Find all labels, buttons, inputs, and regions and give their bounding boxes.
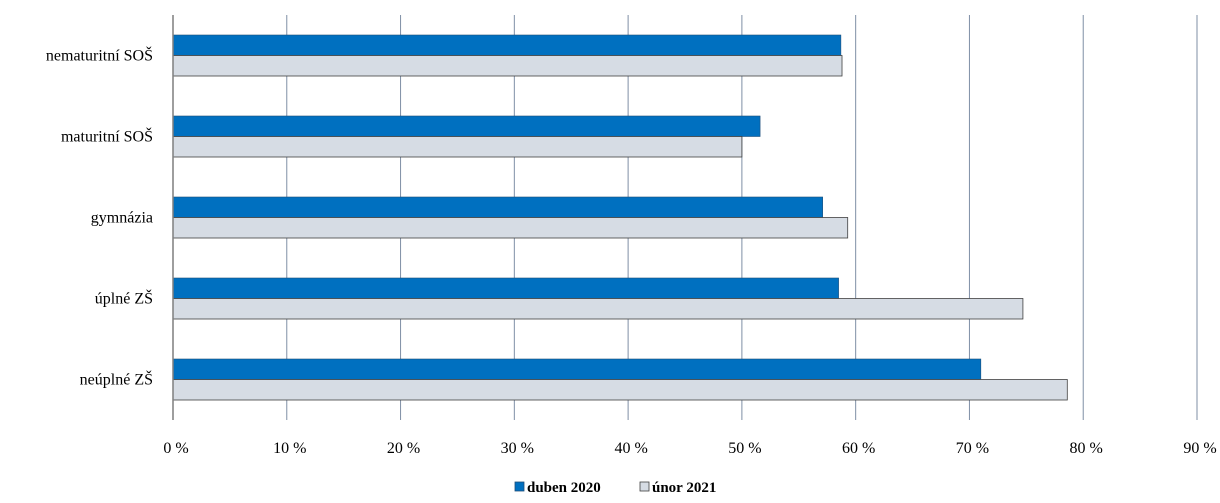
legend-label: únor 2021 — [652, 480, 716, 496]
legend-label: duben 2020 — [527, 480, 601, 496]
x-tick-label: 40 % — [614, 440, 647, 457]
bar-unor-2021-2 — [172, 217, 849, 239]
bar-duben-2020-2 — [172, 196, 823, 218]
x-tick-label: 10 % — [273, 440, 306, 457]
bar-unor-2021-1 — [172, 136, 743, 158]
bar-unor-2021-4 — [172, 379, 1068, 401]
category-label: neúplné ZŠ — [80, 370, 153, 389]
category-label: maturitní SOŠ — [61, 127, 153, 146]
tick-labels: 0 % 10 % 20 % 30 % 40 % 50 % 60 % 70 % 80 % 90 % — [163, 440, 1216, 457]
x-tick-label: 30 % — [501, 440, 534, 457]
x-tick-label: 70 % — [956, 440, 989, 457]
x-tick-label: 20 % — [387, 440, 420, 457]
bar-duben-2020-4 — [172, 358, 982, 380]
category-label: nematuritní SOŠ — [46, 46, 153, 65]
category-label: úplné ZŠ — [95, 289, 153, 308]
bar-unor-2021-3 — [172, 298, 1024, 320]
x-tick-label: 50 % — [728, 440, 761, 457]
bar-duben-2020-0 — [172, 34, 842, 56]
legend-swatch — [639, 481, 650, 492]
category-labels: nematuritní SOŠ maturitní SOŠ gymnázia úpln… — [46, 46, 153, 389]
category-label: gymnázia — [91, 210, 153, 227]
x-tick-label: 60 % — [842, 440, 875, 457]
x-tick-label: 90 % — [1183, 440, 1216, 457]
legend-swatch — [514, 481, 525, 492]
bar-duben-2020-3 — [172, 277, 839, 299]
bar-unor-2021-0 — [172, 55, 843, 77]
x-tick-label: 80 % — [1070, 440, 1103, 457]
bar-duben-2020-1 — [172, 115, 761, 137]
bars — [172, 34, 1068, 401]
legend: duben 2020 únor 2021 — [514, 480, 716, 496]
x-tick-label: 0 % — [163, 440, 188, 457]
